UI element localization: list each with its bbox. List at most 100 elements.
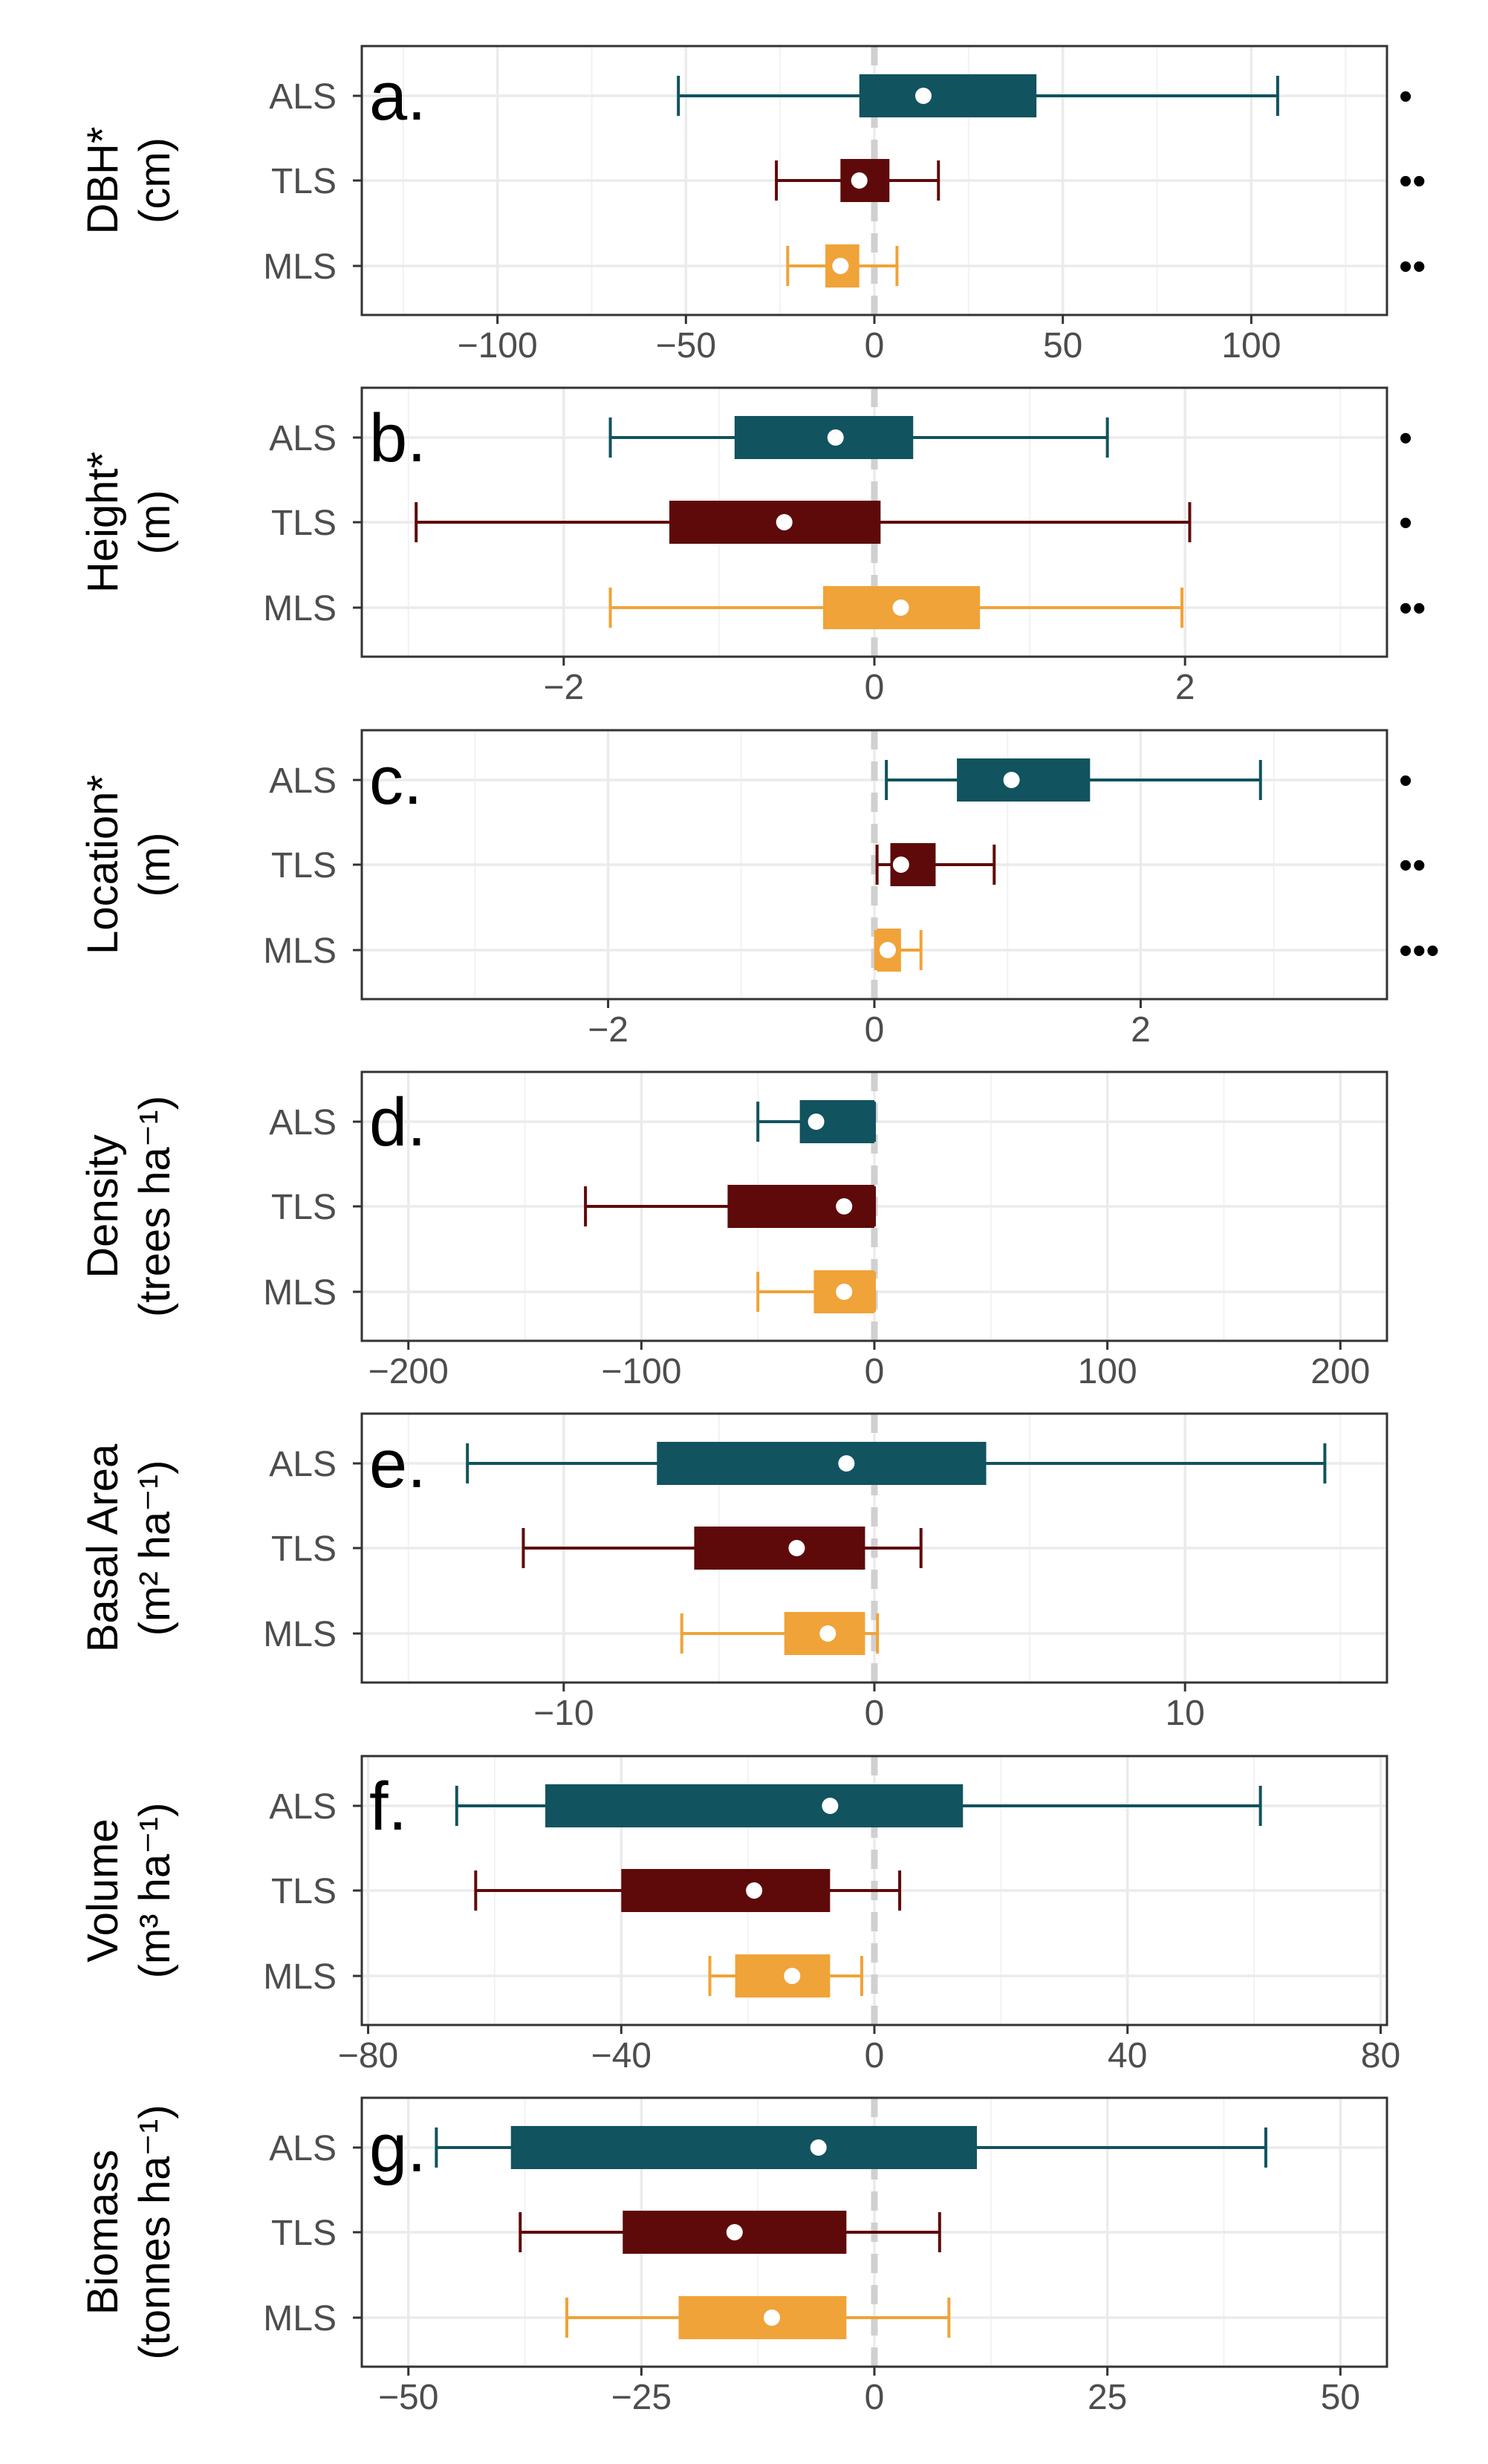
significance-marker: • bbox=[1399, 501, 1412, 545]
iqr-box bbox=[734, 416, 914, 459]
category-label: MLS bbox=[263, 1273, 337, 1313]
panel-label: b. bbox=[369, 400, 426, 476]
box-tls bbox=[875, 843, 996, 886]
x-tick-label: 2 bbox=[1131, 1010, 1151, 1050]
x-tick-label: −2 bbox=[543, 668, 584, 707]
category-label: TLS bbox=[271, 162, 337, 201]
x-tick-label: 0 bbox=[865, 1352, 885, 1391]
mean-marker bbox=[784, 1968, 801, 1984]
significance-marker: • bbox=[1399, 417, 1412, 460]
mean-marker bbox=[808, 1114, 825, 1130]
iqr-box bbox=[859, 74, 1037, 117]
mean-marker bbox=[827, 429, 844, 446]
panel-label: d. bbox=[369, 1085, 426, 1160]
panel-b: ALS • TLS • MLS •• −2 0 2 b. Height* (m) bbox=[79, 386, 1426, 707]
box-mls bbox=[565, 2296, 951, 2339]
mean-marker bbox=[788, 1540, 805, 1556]
mean-marker bbox=[1003, 772, 1020, 788]
box-mls bbox=[786, 244, 899, 287]
y-axis-title-line: Volume bbox=[79, 1818, 127, 1962]
category-label: ALS bbox=[269, 761, 337, 801]
x-tick-label: 40 bbox=[1108, 2036, 1147, 2075]
x-tick-label: 0 bbox=[865, 1010, 885, 1050]
x-tick-label: 100 bbox=[1078, 1352, 1137, 1391]
y-axis-title-line: (m³ ha⁻¹) bbox=[131, 1803, 179, 1979]
box-als bbox=[756, 1100, 876, 1143]
category-label: MLS bbox=[263, 932, 337, 971]
significance-marker: ••• bbox=[1399, 929, 1440, 972]
x-tick-label: 2 bbox=[1175, 668, 1195, 707]
y-axis-title-line: (m) bbox=[131, 490, 179, 555]
y-axis-title-line: (tonnes ha⁻¹) bbox=[131, 2104, 179, 2359]
x-tick-label: −200 bbox=[368, 1352, 449, 1391]
x-tick-label: −25 bbox=[611, 2378, 672, 2417]
iqr-box bbox=[510, 2126, 977, 2169]
significance-marker: • bbox=[1399, 759, 1412, 802]
box-mls bbox=[756, 1270, 876, 1313]
y-axis-title-line: Height* bbox=[79, 452, 127, 593]
category-label: TLS bbox=[271, 1872, 337, 1911]
x-tick-label: 200 bbox=[1310, 1352, 1370, 1391]
x-tick-label: −10 bbox=[533, 1694, 594, 1733]
mean-marker bbox=[914, 88, 932, 104]
iqr-box bbox=[735, 1954, 831, 1997]
mean-marker bbox=[879, 942, 896, 958]
y-axis-title-line: Basal Area bbox=[79, 1443, 127, 1652]
box-als bbox=[677, 74, 1279, 117]
x-tick-label: −2 bbox=[588, 1010, 628, 1050]
significance-marker: •• bbox=[1399, 844, 1426, 887]
y-axis-title: Biomass (tonnes ha⁻¹) bbox=[79, 2104, 179, 2359]
x-tick-label: −50 bbox=[656, 326, 716, 365]
y-axis-title: Basal Area (m² ha⁻¹) bbox=[79, 1443, 179, 1652]
iqr-box bbox=[545, 1784, 964, 1827]
y-axis-title: Density (trees ha⁻¹) bbox=[79, 1096, 179, 1317]
iqr-box bbox=[678, 2296, 847, 2339]
box-als bbox=[608, 416, 1109, 459]
panel-label: e. bbox=[369, 1426, 426, 1502]
panel-label: c. bbox=[369, 743, 423, 819]
box-mls bbox=[874, 929, 923, 972]
panel-e: ALS TLS MLS −10 0 10 e. Basal Area (m² ha⁻¹) bbox=[79, 1412, 1388, 1733]
x-tick-label: 50 bbox=[1321, 2378, 1360, 2417]
panel-f: ALS TLS MLS−80 −40 0 40 80 f. Volume (m³ ha⁻¹) bbox=[79, 1755, 1400, 2075]
category-label: MLS bbox=[263, 1615, 337, 1654]
panel-label: a. bbox=[369, 59, 426, 134]
box-tls bbox=[415, 501, 1192, 544]
panel-d: ALS TLS MLS −200 −100 0 100 200 d. Density (trees … bbox=[79, 1070, 1388, 1391]
category-label: ALS bbox=[269, 2129, 337, 2168]
x-tick-label: 0 bbox=[865, 326, 885, 365]
mean-marker bbox=[892, 856, 909, 873]
mean-marker bbox=[851, 172, 868, 189]
category-label: TLS bbox=[271, 846, 337, 885]
panel-a: ALS • TLS •• MLS •• −100 −50 0 50 100 a. DBH* (cm) bbox=[79, 45, 1426, 365]
iqr-box bbox=[694, 1527, 865, 1570]
category-label: ALS bbox=[269, 77, 337, 117]
x-tick-label: 10 bbox=[1165, 1694, 1204, 1733]
mean-marker bbox=[822, 1798, 839, 1814]
significance-marker: • bbox=[1399, 75, 1412, 118]
significance-marker: •• bbox=[1399, 587, 1426, 630]
y-axis-title: Volume (m³ ha⁻¹) bbox=[79, 1803, 179, 1979]
box-als bbox=[455, 1784, 1262, 1827]
mean-marker bbox=[746, 1882, 763, 1899]
box-als bbox=[885, 758, 1262, 802]
x-tick-label: 80 bbox=[1361, 2036, 1400, 2075]
x-tick-label: −100 bbox=[458, 326, 538, 365]
y-axis-title-line: Biomass bbox=[79, 2150, 127, 2315]
mean-marker bbox=[726, 2224, 743, 2240]
x-tick-label: −50 bbox=[378, 2378, 438, 2417]
mean-marker bbox=[838, 1455, 855, 1472]
x-tick-label: 25 bbox=[1088, 2378, 1127, 2417]
box-als bbox=[435, 2126, 1267, 2169]
iqr-box bbox=[621, 1869, 831, 1912]
y-axis-title-line: (m² ha⁻¹) bbox=[131, 1460, 179, 1636]
mean-marker bbox=[819, 1625, 836, 1642]
box-mls bbox=[680, 1612, 880, 1655]
box-tls bbox=[522, 1527, 923, 1570]
panel-c: ALS • TLS •• MLS ••• −2 0 2 c. Location* (m) bbox=[79, 729, 1440, 1050]
panel-label: g. bbox=[369, 2110, 426, 2186]
category-label: TLS bbox=[271, 2214, 337, 2253]
box-tls bbox=[775, 159, 940, 202]
panel-label: f. bbox=[369, 1769, 407, 1844]
x-tick-label: 0 bbox=[865, 2378, 885, 2417]
